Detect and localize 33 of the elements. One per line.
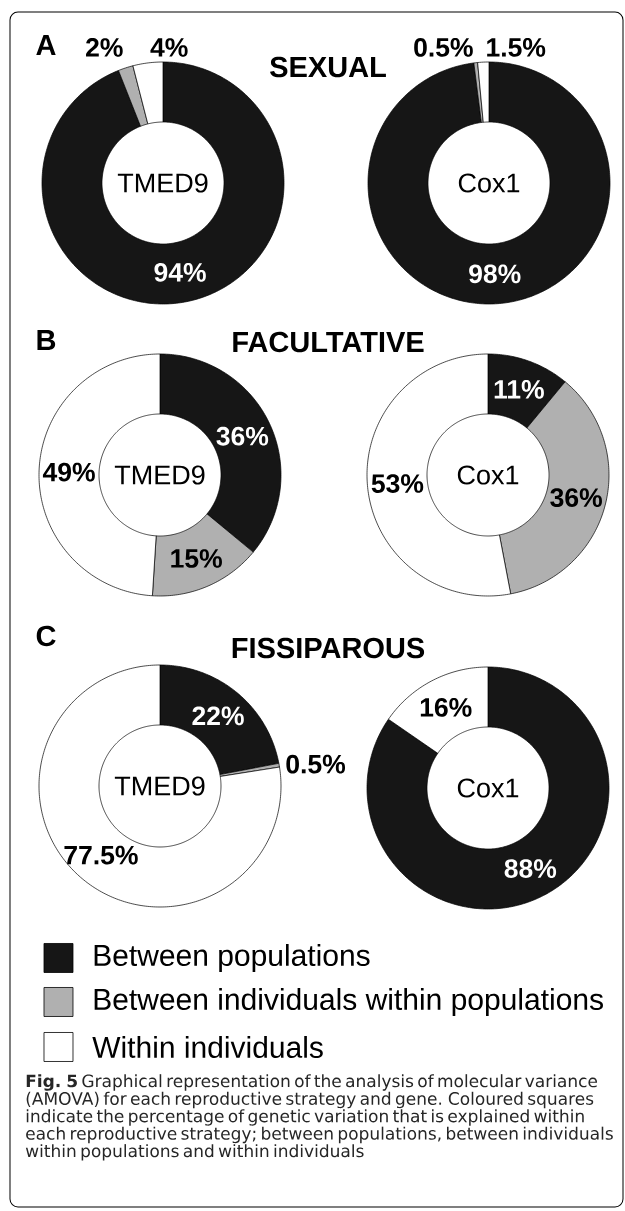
chart-title: SEXUAL	[270, 56, 386, 78]
text: Cox1	[457, 778, 519, 798]
data-label: 94%	[154, 263, 206, 282]
text: Fig. 5 Graphical representation of the analysis of molecular variance (AMOVA) for each reproductive strategy and gene. Coloured squares indicate the percentage of genetic variation that is explained within each reproductive strategy; between populations, between individuals within populations and within individuals	[25, 1074, 613, 1161]
data-label: 0.5%	[286, 754, 346, 774]
data-label: 53%	[371, 474, 424, 493]
data-label: 2%	[86, 38, 123, 57]
data-label: 4%	[150, 38, 188, 57]
text: A	[36, 35, 56, 55]
text: Cox1	[458, 173, 520, 193]
text: Cox1	[457, 465, 519, 485]
legend-label: Between populations	[94, 944, 370, 972]
data-label: 11%	[494, 380, 544, 399]
text: TMED9	[117, 173, 208, 193]
data-label: 98%	[469, 264, 521, 284]
data-label: 77.5%	[64, 845, 138, 865]
data-label: 49%	[42, 462, 95, 482]
data-label: 22%	[192, 706, 244, 726]
text: TMED9	[114, 465, 205, 485]
data-label: 88%	[504, 859, 557, 878]
data-label: 1.5%	[487, 38, 546, 57]
data-label: 36%	[550, 488, 602, 508]
text: TMED9	[114, 776, 205, 796]
data-label: 36%	[216, 426, 269, 446]
legend-label: Between individuals within populations	[94, 988, 603, 1016]
data-label: 0.5%	[414, 38, 473, 57]
chart-title: FACULTATIVE	[233, 331, 424, 353]
data-label: 16%	[420, 698, 472, 717]
legend-label: Within individuals	[92, 1035, 323, 1059]
chart-title: FISSIPAROUS	[232, 637, 425, 659]
text: C	[36, 625, 56, 647]
text: B	[37, 330, 56, 350]
data-label: 15%	[171, 549, 222, 568]
